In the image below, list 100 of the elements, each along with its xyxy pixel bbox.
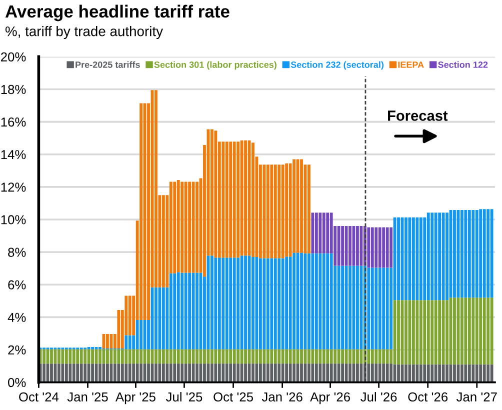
bar <box>169 349 172 364</box>
bar <box>426 212 430 300</box>
bar <box>318 349 322 364</box>
bar <box>288 349 292 364</box>
x-tick-label: Apr '25 <box>115 392 156 404</box>
bar <box>367 364 370 382</box>
bar <box>113 364 116 382</box>
bar <box>326 253 330 350</box>
bar <box>486 364 490 382</box>
bar <box>330 349 333 364</box>
bar <box>259 258 262 350</box>
bar <box>281 164 284 258</box>
bar <box>318 212 322 254</box>
bar <box>98 364 102 382</box>
bar <box>262 349 266 364</box>
bar <box>214 364 218 382</box>
bar <box>274 258 277 350</box>
bar <box>154 349 158 364</box>
bar <box>430 300 434 364</box>
bar <box>154 287 158 350</box>
bar <box>173 182 176 274</box>
bar <box>378 268 382 350</box>
bar <box>426 364 430 382</box>
bar <box>348 349 352 364</box>
bar <box>479 209 482 298</box>
bar <box>360 226 363 266</box>
bar <box>87 349 90 364</box>
bar <box>472 364 475 382</box>
bar <box>140 364 143 382</box>
bar <box>136 320 139 350</box>
bar <box>382 268 386 350</box>
bar <box>166 364 169 382</box>
bar <box>426 300 430 364</box>
bar <box>270 349 274 364</box>
bar <box>360 266 363 350</box>
y-tick-label: 20% <box>1 52 26 62</box>
bar <box>374 364 378 382</box>
bar <box>367 268 370 350</box>
bar <box>337 266 340 350</box>
bar <box>176 364 180 382</box>
bar <box>412 217 415 300</box>
bar <box>397 364 400 382</box>
bar <box>348 226 352 266</box>
bar <box>203 349 206 364</box>
legend-label: Section 232 (sectoral) <box>290 61 384 70</box>
bar <box>378 364 382 382</box>
bar <box>412 364 415 382</box>
bar <box>438 212 442 300</box>
bar <box>218 258 221 350</box>
bar <box>292 349 296 364</box>
bar <box>322 349 326 364</box>
bar <box>341 349 344 364</box>
bar <box>326 212 330 254</box>
bar <box>124 349 128 364</box>
y-tick-label: 8% <box>8 248 26 257</box>
bar <box>322 364 326 382</box>
bar <box>106 364 109 382</box>
bar <box>274 364 277 382</box>
bar <box>106 334 109 348</box>
bar <box>274 349 277 364</box>
bar <box>120 364 124 382</box>
bar <box>337 226 340 266</box>
bar <box>236 349 240 364</box>
bar <box>244 349 247 364</box>
y-tick-label: 6% <box>8 280 26 290</box>
bar <box>203 364 206 382</box>
bar <box>311 364 314 382</box>
bar <box>214 349 218 364</box>
y-tick-label: 0% <box>8 378 26 388</box>
bar <box>91 364 94 382</box>
bar <box>180 272 184 350</box>
bar <box>184 349 188 364</box>
bar <box>154 364 158 382</box>
bar <box>232 258 236 350</box>
bar <box>464 210 468 298</box>
bar <box>128 296 132 336</box>
bar <box>356 266 359 350</box>
bar <box>162 349 165 364</box>
bar <box>229 349 232 364</box>
bar <box>382 227 386 268</box>
bar <box>464 298 468 364</box>
bar <box>58 349 60 364</box>
bar <box>482 298 486 364</box>
bar <box>140 103 143 320</box>
bar <box>446 212 448 300</box>
x-tick-label: Jan '27 <box>456 392 497 402</box>
bar <box>80 349 83 364</box>
bar <box>472 298 475 364</box>
bar <box>486 298 490 364</box>
bar <box>240 140 244 256</box>
bar <box>337 364 340 382</box>
bar <box>50 364 53 382</box>
bar <box>225 364 228 382</box>
chart-title: Average headline tariff rate <box>5 4 230 22</box>
bar <box>370 364 374 382</box>
bar <box>281 364 284 382</box>
bar <box>266 258 270 350</box>
bar <box>68 349 72 364</box>
bar <box>84 364 87 382</box>
bar <box>404 300 408 364</box>
